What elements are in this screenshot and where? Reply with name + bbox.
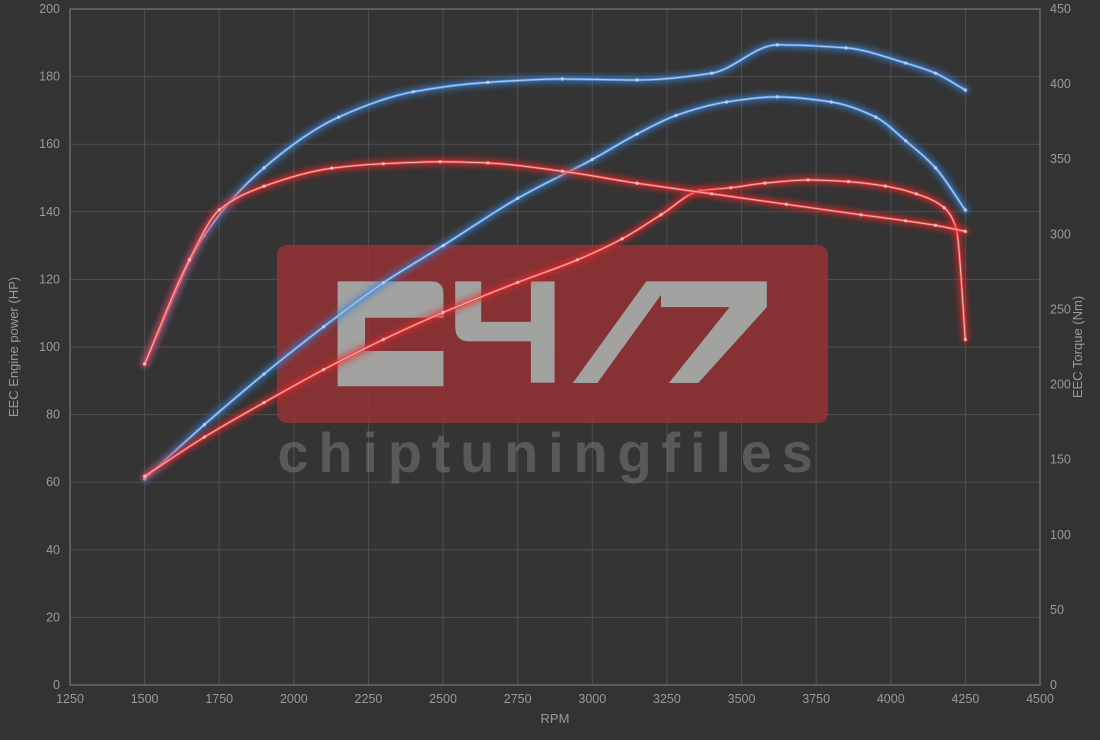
svg-text:250: 250 [1050,302,1071,316]
svg-text:200: 200 [39,2,60,16]
svg-text:100: 100 [39,340,60,354]
svg-text:1750: 1750 [205,692,233,706]
svg-text:3000: 3000 [578,692,606,706]
svg-text:1500: 1500 [131,692,159,706]
svg-text:4000: 4000 [877,692,905,706]
svg-text:0: 0 [53,678,60,692]
svg-text:120: 120 [39,272,60,286]
svg-text:1250: 1250 [56,692,84,706]
svg-text:3250: 3250 [653,692,681,706]
svg-text:EEC Engine power (HP): EEC Engine power (HP) [6,277,21,417]
svg-text:2250: 2250 [355,692,383,706]
svg-text:200: 200 [1050,378,1071,392]
svg-text:2500: 2500 [429,692,457,706]
svg-text:140: 140 [39,205,60,219]
svg-text:180: 180 [39,70,60,84]
svg-text:450: 450 [1050,2,1071,16]
svg-text:400: 400 [1050,77,1071,91]
svg-text:4250: 4250 [951,692,979,706]
svg-text:40: 40 [46,543,60,557]
svg-text:3500: 3500 [728,692,756,706]
svg-text:60: 60 [46,475,60,489]
svg-text:3750: 3750 [802,692,830,706]
svg-text:80: 80 [46,408,60,422]
svg-text:350: 350 [1050,152,1071,166]
svg-text:2750: 2750 [504,692,532,706]
svg-text:20: 20 [46,610,60,624]
svg-text:0: 0 [1050,678,1057,692]
svg-text:EEC Torque (Nm): EEC Torque (Nm) [1070,296,1085,398]
svg-text:150: 150 [1050,453,1071,467]
svg-text:4500: 4500 [1026,692,1054,706]
svg-text:50: 50 [1050,603,1064,617]
svg-text:300: 300 [1050,227,1071,241]
svg-text:160: 160 [39,137,60,151]
svg-text:2000: 2000 [280,692,308,706]
svg-text:RPM: RPM [541,711,570,726]
svg-text:chiptuningfiles: chiptuningfiles [277,421,822,484]
svg-text:100: 100 [1050,528,1071,542]
